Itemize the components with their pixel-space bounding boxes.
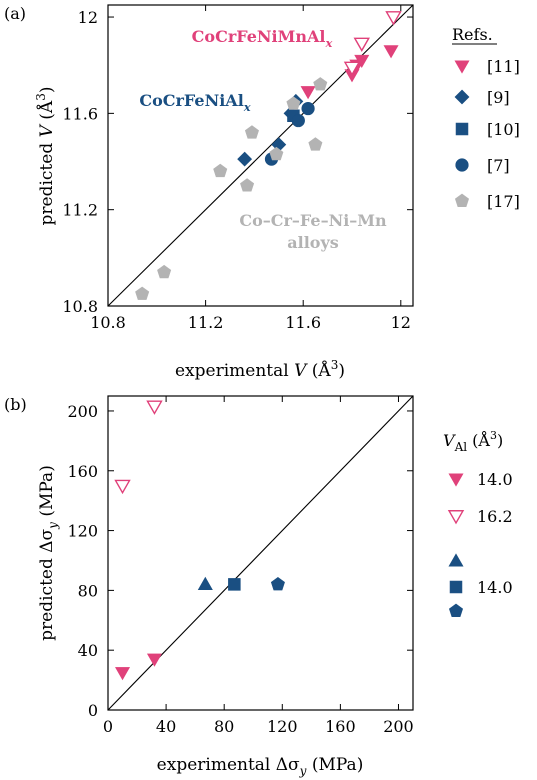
y-tick-label: 11.6	[62, 104, 98, 123]
x-axis-label-b: experimental Δσy (MPa)	[157, 755, 364, 778]
data-point	[300, 86, 316, 100]
x-tick-label: 160	[325, 717, 356, 736]
data-point	[313, 77, 328, 91]
x-tick-label: 200	[383, 717, 414, 736]
legend-marker	[455, 158, 469, 172]
legend-label: [9]	[487, 88, 510, 107]
legend-title-b: VAl (Å3)	[443, 429, 503, 454]
x-tick-label: 80	[214, 717, 234, 736]
axes-frame	[107, 4, 414, 307]
legend-label-b: 16.2	[477, 507, 513, 526]
legend-marker	[454, 193, 470, 207]
data-point	[383, 45, 399, 59]
x-tick-label: 0	[103, 717, 113, 736]
data-point	[146, 400, 163, 415]
y-tick-label: 120	[67, 522, 98, 541]
y-tick-label: 12	[78, 8, 98, 27]
series-3	[228, 578, 241, 591]
annotation-alloys: alloys	[287, 233, 339, 252]
axes-frame	[107, 395, 414, 711]
x-tick-label: 10.8	[90, 313, 126, 332]
legend-marker-b	[447, 510, 465, 525]
data-series	[114, 400, 285, 681]
panel-a: 10.8 11.2 11.6 12 10.8 11.2 11.6 12 (a)	[4, 4, 414, 332]
x-tick-label: 120	[267, 717, 298, 736]
data-point	[114, 479, 131, 495]
y-tick-label: 11.2	[62, 201, 98, 220]
x-tick-label: 11.6	[285, 313, 321, 332]
legend-marker-b	[448, 473, 464, 487]
y-axis-label-b: predicted Δσy (MPa)	[37, 465, 60, 641]
legend-label: [10]	[487, 120, 520, 139]
y-tick-label: 10.8	[62, 297, 98, 316]
data-point	[244, 125, 259, 139]
y-tick-label: 80	[78, 581, 98, 600]
data-point	[308, 137, 323, 151]
legend-title: Refs.	[452, 25, 493, 44]
data-point	[354, 54, 370, 68]
legend-marker	[454, 89, 470, 105]
data-point	[197, 576, 213, 590]
panel-label: (a)	[4, 4, 26, 23]
legend-marker-b	[448, 553, 464, 567]
legend-marker	[455, 122, 469, 136]
legend-marker	[454, 60, 470, 74]
data-point	[291, 113, 305, 128]
annotation-cocrfenial: CoCrFeNiAlx	[139, 91, 250, 114]
data-point	[157, 264, 172, 279]
legend-label-b: 14.0	[477, 578, 513, 597]
data-point	[385, 11, 402, 26]
data-point	[343, 61, 361, 77]
data-point	[228, 578, 241, 591]
data-point	[269, 146, 284, 161]
series-5	[135, 77, 328, 300]
legend-label: [17]	[487, 192, 520, 211]
x-tick-label: 12	[391, 313, 411, 332]
series-0	[115, 653, 162, 681]
data-series	[135, 11, 402, 300]
legend-label: [7]	[487, 156, 510, 175]
annotation-cocrfenimnal: CoCrFeNiMnAlx	[192, 27, 333, 50]
legend-marker-b	[448, 603, 464, 617]
data-point	[135, 286, 150, 300]
annotation-co-cr-fe-ni-mn: Co–Cr–Fe–Ni–Mn	[239, 211, 387, 230]
y-tick-label: 200	[67, 402, 98, 421]
x-axis-label: experimental V (Å3)	[175, 358, 345, 381]
data-point	[301, 101, 315, 116]
series-1	[343, 11, 402, 77]
legend-label-b: 14.0	[477, 470, 513, 489]
diagonal-line	[108, 5, 413, 306]
panel-label: (b)	[4, 395, 27, 414]
data-point	[213, 163, 228, 178]
y-tick-label: 160	[67, 462, 98, 481]
series-0	[300, 45, 399, 100]
data-point	[270, 577, 285, 591]
y-axis-label: predicted V (Å3)	[34, 87, 57, 226]
data-point	[286, 96, 301, 110]
series-4	[270, 577, 285, 591]
legend-marker-b	[449, 580, 463, 594]
legend-a: Refs. [11] [9] [10] [7] [17]	[452, 25, 520, 211]
legend-label: [11]	[487, 57, 520, 76]
data-point	[115, 667, 131, 681]
data-point	[146, 653, 162, 667]
x-tick-label: 11.2	[188, 313, 224, 332]
y-tick-label: 40	[78, 641, 98, 660]
x-tick-label: 40	[156, 717, 176, 736]
data-point	[240, 178, 255, 192]
panel-b: 0 40 80 120 160 200 0 40 80 120 160 200 (b)	[4, 395, 414, 736]
series-1	[114, 400, 163, 495]
y-tick-label: 0	[88, 701, 98, 720]
series-2	[197, 576, 213, 590]
data-point	[353, 37, 370, 52]
data-point	[237, 151, 253, 167]
legend-b: VAl (Å3) 14.0 16.2 14.0	[443, 429, 513, 617]
